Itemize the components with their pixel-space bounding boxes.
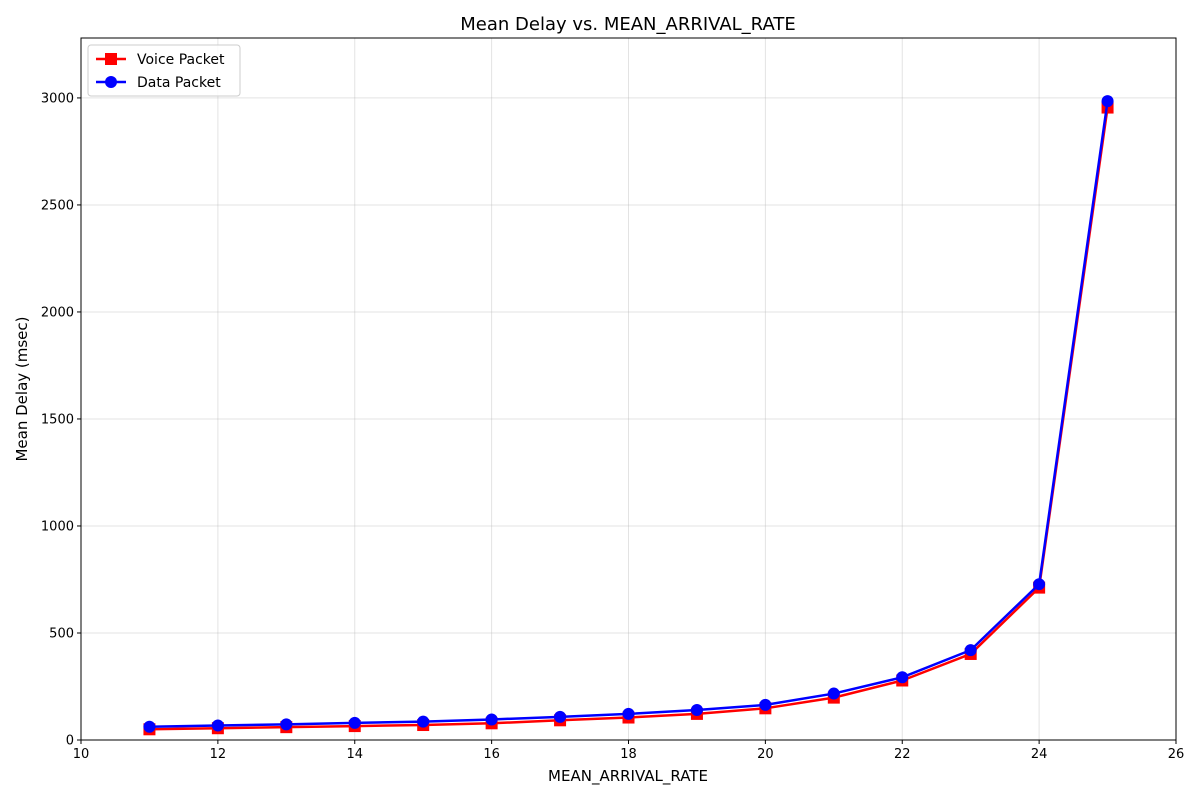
legend-voice-marker	[105, 53, 117, 65]
data-packet-point	[827, 687, 840, 700]
x-tick-label: 22	[894, 747, 911, 762]
data-packet-point	[280, 718, 293, 731]
data-packet-point	[964, 644, 977, 657]
series-data-packet	[143, 95, 1114, 733]
legend-data-label: Data Packet	[137, 75, 221, 91]
x-tick-label: 24	[1031, 747, 1048, 762]
x-tick-label: 10	[73, 747, 90, 762]
y-tick-label: 1500	[41, 412, 74, 427]
data-packet-point	[554, 710, 567, 723]
data-packet-point	[348, 716, 361, 729]
legend-voice-label: Voice Packet	[137, 52, 225, 68]
data-packet-point	[485, 713, 498, 726]
x-tick-label: 20	[757, 747, 774, 762]
data-packet-point	[417, 715, 430, 728]
y-tick-label: 2500	[41, 198, 74, 213]
x-tick-label: 14	[346, 747, 363, 762]
x-tick-label: 16	[483, 747, 500, 762]
data-packet-point	[1033, 578, 1046, 591]
data-packet-point	[1101, 95, 1114, 108]
y-axis-label: Mean Delay (msec)	[13, 316, 31, 461]
data-packet-point	[211, 719, 224, 732]
y-tick-label: 500	[49, 626, 74, 641]
data-packet-point	[690, 704, 703, 717]
y-tick-label: 3000	[41, 91, 74, 106]
data-packet-point	[759, 698, 772, 711]
data-packet-point	[622, 707, 635, 720]
x-tick-label: 18	[620, 747, 637, 762]
x-tick-label: 26	[1168, 747, 1185, 762]
series-layer	[143, 95, 1114, 736]
chart-title: Mean Delay vs. MEAN_ARRIVAL_RATE	[460, 14, 795, 35]
data-packet-point	[896, 671, 909, 684]
x-axis-ticks: 10 12 14 16 18 20 22 24 26	[73, 740, 1185, 762]
legend-data-marker	[105, 76, 117, 88]
x-tick-label: 12	[210, 747, 227, 762]
x-axis-label: MEAN_ARRIVAL_RATE	[548, 767, 708, 786]
y-axis-ticks: 0 500 1000 1500 2000 2500 3000	[41, 91, 81, 749]
legend: Voice Packet Data Packet	[87, 44, 241, 97]
data-packet-point	[143, 720, 156, 733]
y-tick-label: 2000	[41, 305, 74, 320]
grid	[80, 38, 1177, 741]
y-tick-label: 1000	[41, 519, 74, 534]
y-tick-label: 0	[66, 734, 74, 749]
